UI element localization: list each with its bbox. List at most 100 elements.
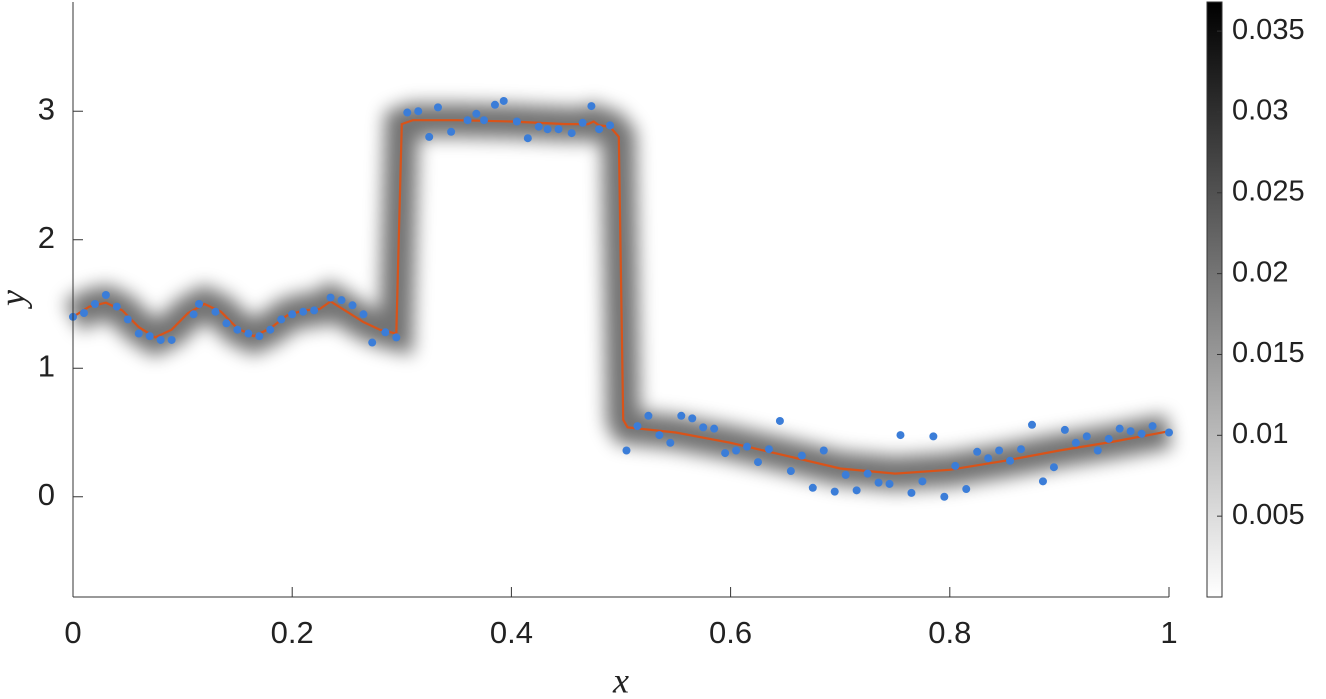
data-point — [1060, 425, 1069, 434]
data-point — [299, 307, 308, 316]
colorbar-tick-label: 0.03 — [1232, 95, 1288, 127]
data-point — [1028, 420, 1036, 429]
data-point — [1148, 422, 1157, 431]
data-point — [1038, 477, 1047, 486]
data-point — [326, 293, 335, 302]
data-point — [79, 308, 88, 317]
data-point — [447, 127, 456, 136]
data-point — [277, 315, 286, 324]
data-point — [554, 125, 563, 134]
data-point — [606, 121, 615, 130]
data-point — [233, 325, 242, 334]
data-point — [644, 411, 653, 420]
data-point — [1165, 428, 1173, 437]
x-tick-label: 0.4 — [490, 615, 533, 650]
data-point — [940, 492, 949, 501]
colorbar: 0.005 0.01 0.015 0.02 0.025 0.03 0.035 — [1206, 1, 1305, 598]
data-point — [433, 103, 442, 112]
data-point — [534, 122, 543, 131]
data-point — [480, 116, 488, 125]
data-point — [1104, 434, 1113, 443]
colorbar-tick-label: 0.005 — [1232, 499, 1305, 531]
data-point — [90, 299, 99, 308]
y-tick-label: 2 — [38, 220, 55, 255]
data-point — [929, 432, 938, 441]
data-point — [841, 470, 850, 479]
colorbar-scale — [1206, 1, 1223, 598]
data-point — [677, 411, 686, 420]
data-point — [995, 446, 1004, 455]
data-point — [156, 335, 165, 344]
fit-line — [72, 119, 1170, 475]
y-tick-label: 3 — [38, 91, 55, 126]
data-point — [359, 310, 368, 319]
data-point — [732, 446, 741, 455]
data-point — [195, 299, 204, 308]
data-point — [633, 422, 642, 431]
data-point — [337, 296, 346, 305]
data-point — [425, 132, 434, 141]
x-tick-label: 1 — [1160, 615, 1177, 650]
data-point — [222, 319, 231, 328]
data-point — [786, 467, 795, 476]
data-point — [578, 118, 587, 127]
x-tick-label: 0.6 — [709, 615, 752, 650]
colorbar-tick-label: 0.01 — [1232, 418, 1288, 450]
data-point — [808, 483, 817, 492]
data-point — [134, 329, 143, 338]
data-point — [512, 117, 521, 126]
data-point — [587, 102, 596, 111]
data-point — [123, 315, 132, 324]
data-point — [266, 325, 275, 334]
data-point — [1017, 445, 1026, 454]
data-point — [797, 451, 806, 460]
data-point — [567, 129, 576, 138]
y-axis-label: y — [0, 290, 32, 309]
data-point — [189, 310, 198, 319]
data-point — [830, 487, 839, 496]
data-point — [666, 438, 675, 447]
data-point — [1071, 438, 1080, 447]
data-point — [973, 447, 982, 456]
data-point — [764, 445, 773, 454]
data-point — [984, 454, 993, 463]
data-point — [368, 338, 377, 347]
y-tick-label: 0 — [38, 477, 55, 512]
data-point — [499, 96, 508, 105]
data-point — [874, 478, 883, 487]
x-tick-label: 0.2 — [271, 615, 314, 650]
data-point — [754, 458, 762, 467]
data-point — [896, 431, 905, 440]
data-point — [951, 461, 960, 470]
data-point — [907, 488, 916, 497]
colorbar-tick-label: 0.025 — [1232, 175, 1305, 207]
data-point — [918, 477, 927, 486]
data-point — [775, 416, 784, 425]
data-point — [255, 332, 264, 341]
data-point — [392, 333, 401, 342]
data-point — [490, 100, 499, 109]
data-point — [112, 302, 121, 311]
data-point — [1082, 432, 1091, 441]
x-tick-label: 0 — [64, 615, 81, 650]
data-point — [381, 328, 390, 337]
data-point — [743, 442, 752, 451]
data-point — [688, 414, 697, 423]
data-point — [1137, 429, 1146, 438]
data-point — [463, 116, 472, 125]
colorbar-tick-label: 0.02 — [1232, 256, 1288, 288]
data-point — [819, 446, 828, 455]
data-point — [414, 107, 423, 116]
data-point — [622, 446, 631, 455]
data-point — [348, 301, 357, 310]
data-point — [852, 486, 861, 495]
data-point — [403, 108, 412, 117]
data-point — [1093, 446, 1102, 455]
data-point — [710, 424, 719, 433]
data-point — [523, 134, 532, 143]
data-point — [863, 469, 872, 478]
colorbar-tick-label: 0.035 — [1232, 14, 1305, 46]
data-point — [1126, 427, 1135, 436]
data-point — [721, 449, 730, 458]
